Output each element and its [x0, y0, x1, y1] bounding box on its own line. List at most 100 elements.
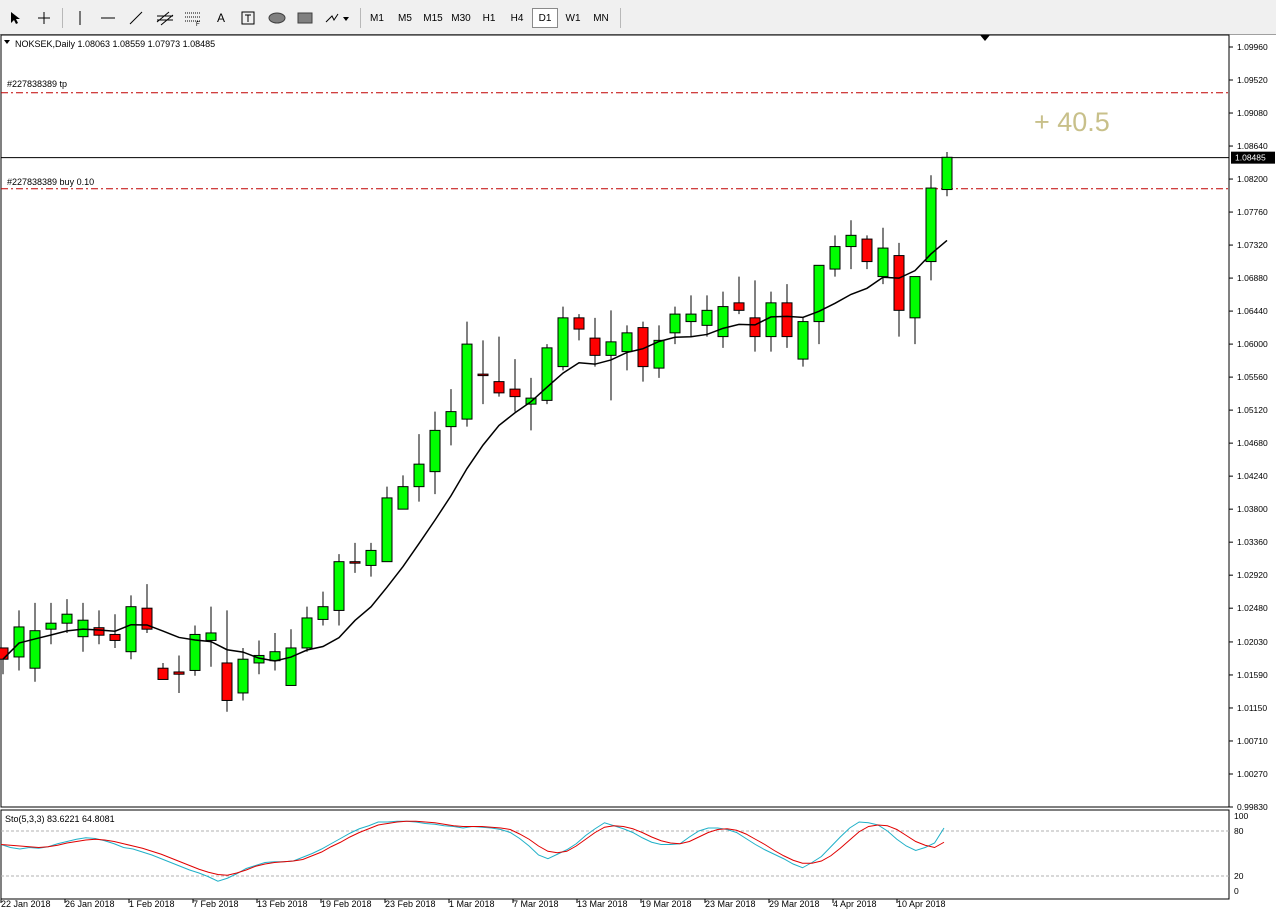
time-tick-label: 1 Mar 2018	[449, 899, 495, 909]
stochastic-tick-label: 0	[1234, 886, 1239, 896]
stochastic-label: Sto(5,3,3) 83.6221 64.8081	[5, 814, 115, 824]
candle	[717, 291, 729, 348]
price-tick-label: 1.04240	[1237, 471, 1268, 481]
candle-body	[605, 341, 617, 356]
crosshair-icon[interactable]	[34, 8, 54, 28]
price-tick-label: 1.03360	[1237, 537, 1268, 547]
candle	[797, 317, 809, 367]
candle-body	[557, 317, 569, 368]
time-tick-label: 26 Jan 2018	[65, 899, 115, 909]
candle	[365, 542, 377, 577]
equidistant-channel-icon[interactable]	[154, 8, 176, 28]
stochastic-oscillator: 100 80 20 0	[0, 811, 1248, 896]
price-tick-label: 1.06880	[1237, 273, 1268, 283]
candle-body	[317, 606, 329, 620]
candle	[29, 602, 41, 682]
candle	[221, 610, 233, 712]
time-tick-label: 23 Feb 2018	[385, 899, 436, 909]
candle-body	[333, 561, 345, 611]
text-icon[interactable]: A	[216, 11, 225, 25]
time-tick-label: 19 Feb 2018	[321, 899, 372, 909]
candle-body	[653, 339, 665, 369]
candle	[861, 235, 873, 270]
candle-body	[765, 302, 777, 338]
stochastic-signal-line	[0, 820, 945, 876]
timeframe-m5-button[interactable]: M5	[398, 12, 412, 24]
time-tick-label: 22 Jan 2018	[1, 899, 51, 909]
candle-body	[717, 306, 729, 338]
price-tick-label: 1.09960	[1237, 42, 1268, 52]
candle-body	[285, 647, 297, 686]
candle-body	[573, 317, 585, 330]
price-tick-label: 1.08200	[1237, 174, 1268, 184]
candle	[301, 606, 313, 652]
candle	[429, 411, 441, 495]
moving-average	[2, 239, 948, 662]
candle-body	[701, 309, 713, 326]
timeframe-mn-button[interactable]: MN	[593, 12, 609, 24]
candle	[541, 344, 553, 405]
candle	[477, 340, 489, 405]
candle	[749, 280, 761, 352]
timeframe-m1-button[interactable]: M1	[370, 12, 384, 24]
price-tick-label: 1.06000	[1237, 339, 1268, 349]
candle	[829, 235, 841, 277]
candle-body	[349, 561, 361, 564]
candle	[333, 554, 345, 626]
arrows-dropdown-icon[interactable]	[322, 8, 352, 28]
chart-shift-marker-icon[interactable]	[980, 35, 990, 41]
candle	[349, 542, 361, 573]
text-label-icon[interactable]	[238, 8, 258, 28]
ellipse-icon[interactable]	[266, 8, 288, 28]
candle-body	[93, 627, 105, 636]
chart-area[interactable]: 1.09960 1.09520 1.09080 1.08640 1.08200 1.077…	[0, 34, 1276, 916]
time-tick-label: 4 Apr 2018	[833, 899, 877, 909]
price-tick-label: 1.09520	[1237, 75, 1268, 85]
candle-body	[941, 156, 953, 191]
candle-body	[45, 622, 57, 630]
tp-label: #227838389 tp	[7, 79, 67, 89]
candle	[381, 486, 393, 563]
symbol-info: NOKSEK,Daily 1.08063 1.08559 1.07973 1.0…	[15, 39, 215, 49]
price-tick-label: 1.02030	[1237, 637, 1268, 647]
rectangle-icon[interactable]	[294, 8, 316, 28]
candle-body	[365, 549, 377, 566]
timeframe-m30-button[interactable]: M30	[451, 12, 471, 24]
time-axis: 22 Jan 2018 26 Jan 2018 1 Feb 2018 7 Feb 20…	[0, 899, 946, 909]
profit-text: + 40.5	[1034, 107, 1110, 137]
candle-body	[829, 246, 841, 270]
current-price-label: 1.08485	[1235, 153, 1266, 163]
time-tick-label: 13 Mar 2018	[577, 899, 628, 909]
candle	[925, 175, 937, 281]
candle-body	[205, 632, 217, 641]
candle-body	[109, 633, 121, 641]
candle	[173, 655, 185, 693]
candle	[653, 325, 665, 378]
candle-body	[925, 187, 937, 263]
timeframe-d1-button[interactable]: D1	[532, 8, 558, 28]
timeframe-m15-button[interactable]: M15	[423, 12, 443, 24]
toolbar-separator	[62, 8, 63, 28]
time-tick-label: 13 Feb 2018	[257, 899, 308, 909]
candle-body	[173, 671, 185, 675]
candle-body	[237, 658, 249, 694]
fibonacci-retracement-icon[interactable]: F	[182, 8, 204, 28]
candle-body	[29, 630, 41, 669]
vertical-line-icon[interactable]	[70, 8, 90, 28]
candle	[509, 359, 521, 412]
candle-body	[877, 247, 889, 278]
symbol-dropdown-icon[interactable]	[4, 40, 10, 44]
candle	[461, 321, 473, 427]
candle	[413, 434, 425, 502]
timeframe-h1-button[interactable]: H1	[482, 12, 496, 24]
candle-body	[669, 313, 681, 334]
horizontal-line-icon[interactable]	[98, 8, 118, 28]
cursor-arrow-icon[interactable]	[6, 8, 26, 28]
trendline-icon[interactable]	[126, 8, 146, 28]
buy-label: #227838389 buy 0.10	[7, 177, 94, 187]
timeframe-h4-button[interactable]: H4	[510, 12, 524, 24]
candle	[45, 602, 57, 645]
timeframe-w1-button[interactable]: W1	[565, 12, 581, 24]
candle-body	[477, 373, 489, 377]
time-tick-label: 7 Feb 2018	[193, 899, 239, 909]
